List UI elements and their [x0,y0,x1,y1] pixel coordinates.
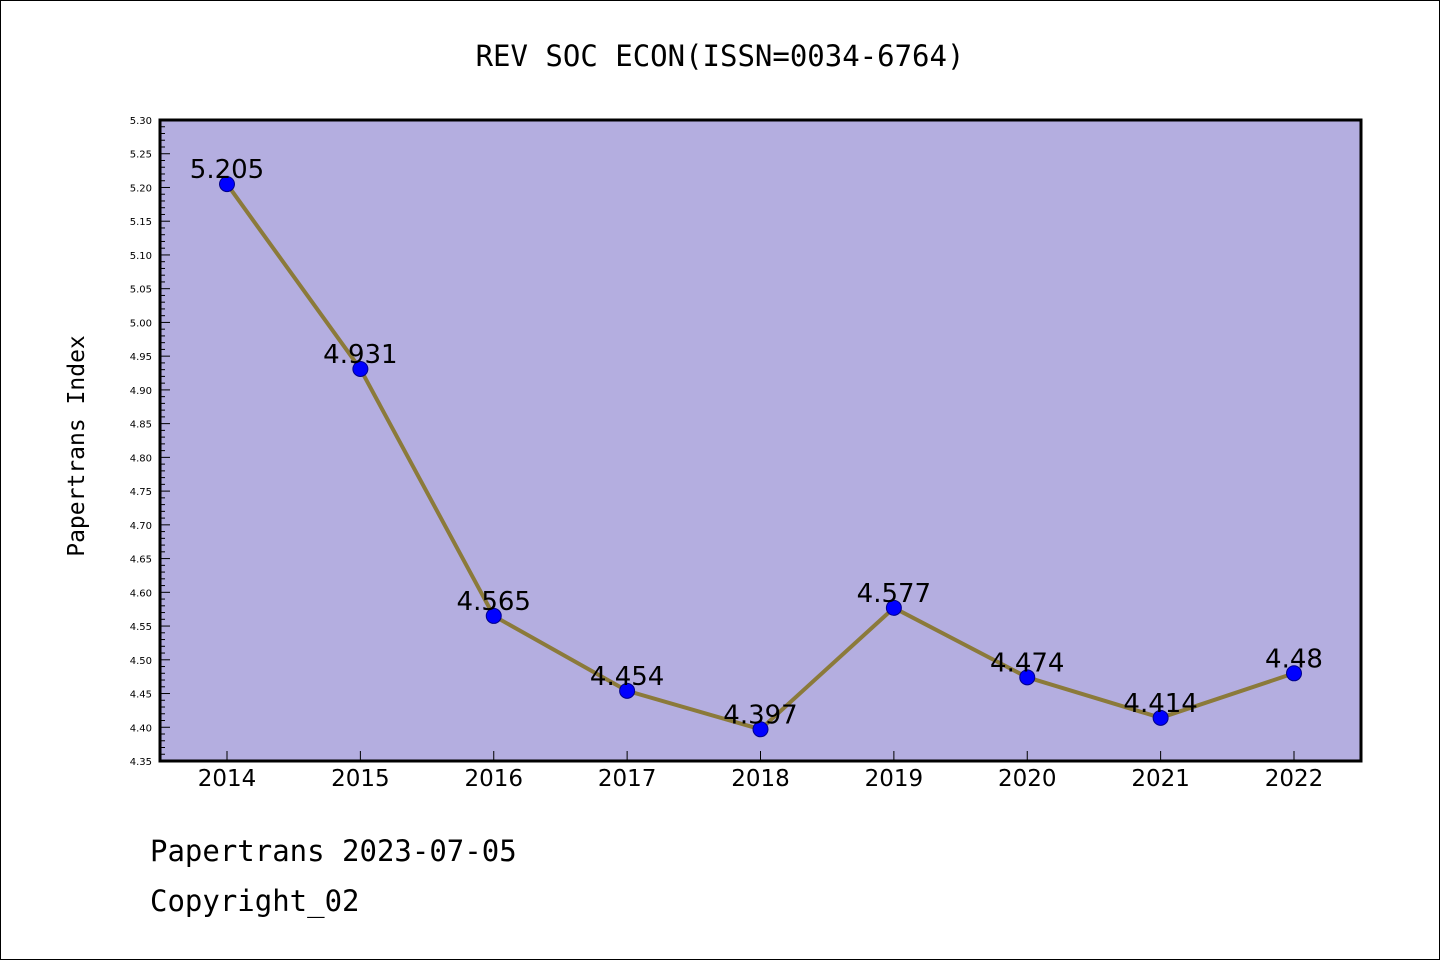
y-axis: 4.35 4.40 4.45 4.50 4.55 4.60 4.65 4.70 4.75 4.80… [130,116,170,768]
x-tick-label: 2014 [198,766,257,792]
x-tick-label: 2018 [731,766,790,792]
data-labels: 5.205 4.931 4.565 4.454 4.397 4.577 4.474 4.414… [190,155,1323,730]
y-tick-label: 5.10 [130,251,152,262]
data-label: 4.565 [457,587,531,617]
y-tick-label: 5.05 [130,285,152,296]
data-point [219,176,235,193]
data-label: 4.474 [990,648,1064,678]
y-tick-label: 5.30 [130,116,152,127]
x-tick-label: 2015 [331,766,390,792]
data-label: 4.414 [1123,689,1197,719]
y-tick-label: 4.90 [130,386,152,397]
data-point [1019,669,1036,686]
data-point [752,721,769,738]
data-point [1286,665,1302,682]
plot-area [160,120,1361,761]
y-tick-label: 5.15 [130,217,152,228]
y-tick-label: 4.40 [130,723,152,734]
y-tick-label: 4.70 [130,521,152,532]
data-markers [219,176,1302,738]
y-tick-label: 5.00 [130,318,152,329]
footer-copyright: Copyright_02 [150,884,360,918]
plot-border [158,118,1363,763]
y-tick-label: 4.95 [130,352,152,363]
footer-date: Papertrans 2023-07-05 [150,834,517,868]
data-label: 4.48 [1265,644,1323,674]
x-tick-label: 2021 [1131,766,1190,792]
data-point [885,599,902,616]
x-tick-label: 2016 [464,766,523,792]
data-label: 4.397 [723,700,797,730]
y-tick-label: 4.50 [130,656,152,667]
data-point [485,607,502,624]
x-tick-label: 2022 [1265,766,1324,792]
data-label: 5.205 [190,155,264,185]
y-tick-label: 4.35 [130,757,152,768]
y-tick-label: 4.75 [130,487,152,498]
data-label: 4.454 [590,662,664,692]
data-point [619,682,636,699]
y-tick-label: 5.20 [130,183,152,194]
y-axis-label: Papertrans Index [64,335,90,557]
chart-title: REV SOC ECON(ISSN=0034-6764) [476,39,965,73]
y-tick-label: 5.25 [130,150,152,161]
y-tick-label: 4.55 [130,622,152,633]
y-tick-label: 4.45 [130,690,152,701]
y-tick-label: 4.65 [130,555,152,566]
y-tick-label: 4.80 [130,453,152,464]
x-axis: 2014 2015 2016 2017 2018 2019 2020 2021 2022 [198,751,1324,792]
y-tick-label: 4.85 [130,420,152,431]
data-point [352,360,369,377]
x-tick-label: 2019 [865,766,924,792]
data-point [1152,709,1169,726]
x-tick-label: 2017 [598,766,657,792]
data-label: 4.577 [857,579,931,609]
x-tick-label: 2020 [998,766,1057,792]
y-tick-label: 4.60 [130,588,152,599]
data-label: 4.931 [323,340,397,370]
